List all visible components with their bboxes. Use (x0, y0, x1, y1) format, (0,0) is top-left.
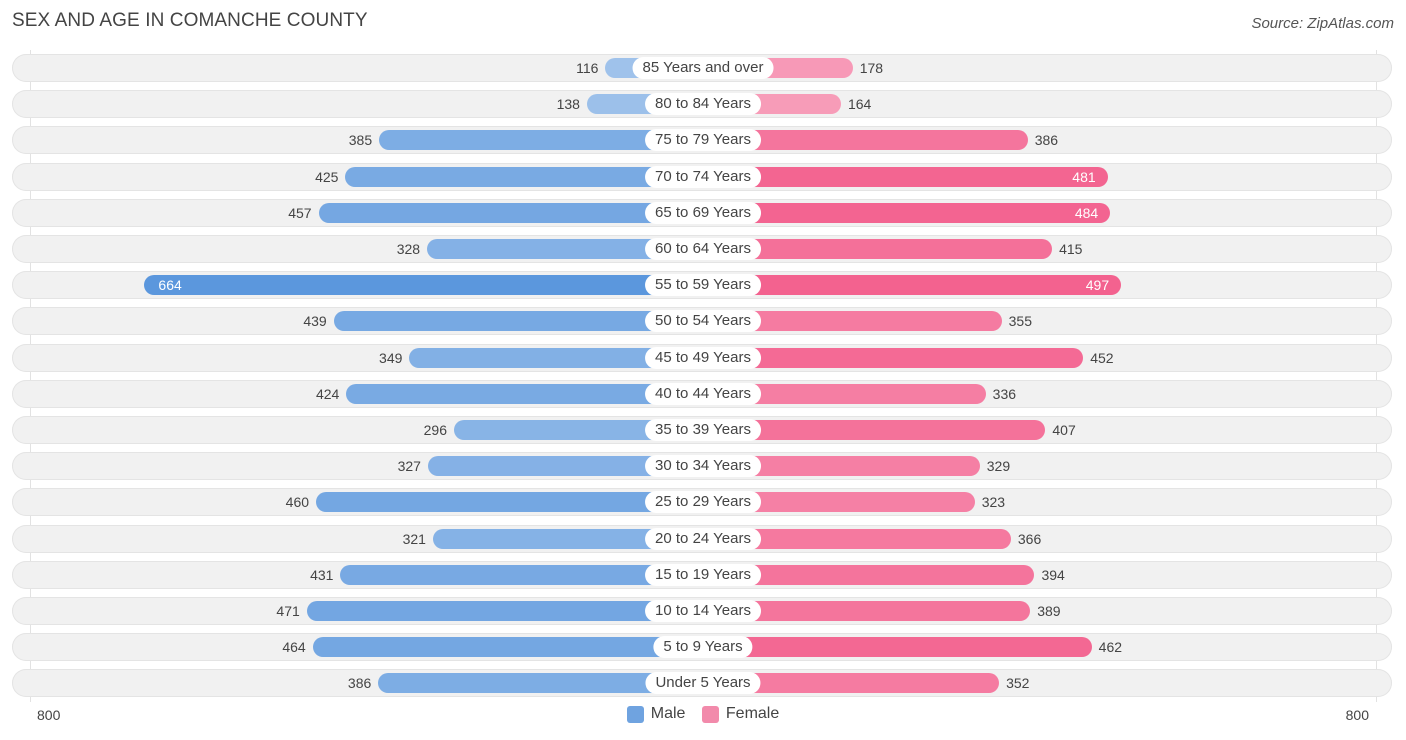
category-label: 85 Years and over (632, 57, 774, 79)
bar-female (703, 130, 1028, 151)
value-label-female: 462 (1098, 639, 1123, 656)
bar-male (340, 564, 703, 585)
value-label-female: 336 (992, 385, 1017, 402)
value-label-male: 349 (379, 349, 403, 366)
category-label: 60 to 64 Years (645, 238, 761, 260)
bar-female (703, 311, 1002, 332)
category-label: 70 to 74 Years (645, 165, 761, 188)
category-label: 20 to 24 Years (645, 527, 761, 550)
legend-swatch-male (626, 705, 644, 723)
bar-female (703, 166, 1108, 187)
bar-male (144, 275, 703, 296)
category-label: 25 to 29 Years (645, 491, 761, 514)
value-label-male: 424 (315, 385, 340, 402)
bar-male (346, 383, 703, 404)
legend-label-female: Female (725, 705, 780, 722)
bar-female (703, 383, 986, 404)
value-label-female: 389 (1037, 603, 1061, 619)
bar-female (703, 456, 980, 477)
legend-item-male: Male (626, 705, 686, 723)
value-label-male: 116 (576, 60, 599, 76)
value-label-female: 355 (1008, 313, 1032, 330)
bar-male (306, 601, 703, 621)
value-label-male: 327 (397, 458, 421, 475)
value-label-male: 457 (288, 204, 312, 221)
bar-male (318, 202, 703, 223)
axis-label-right: 800 (1345, 707, 1369, 723)
value-label-female: 407 (1052, 422, 1076, 438)
value-label-female: 497 (1085, 277, 1110, 294)
value-label-female: 386 (1034, 132, 1059, 149)
bar-female (703, 202, 1111, 223)
bar-male (453, 420, 703, 440)
chart-title: SEX AND AGE IN COMANCHE COUNTY (12, 10, 368, 31)
bar-male (427, 239, 703, 259)
legend-item-female: Female (701, 705, 780, 723)
value-label-male: 471 (276, 603, 300, 619)
gridline-right (1376, 50, 1377, 702)
value-label-male: 664 (158, 277, 182, 294)
chart-source: Source: ZipAtlas.com (1251, 15, 1394, 32)
category-label: 65 to 69 Years (645, 201, 761, 224)
value-label-female: 164 (847, 96, 872, 113)
value-label-male: 431 (310, 566, 334, 583)
bar-male (409, 347, 703, 368)
value-label-female: 484 (1074, 204, 1099, 221)
value-label-female: 366 (1017, 530, 1042, 547)
value-label-female: 394 (1041, 566, 1065, 583)
value-label-female: 415 (1059, 241, 1083, 257)
value-label-male: 138 (556, 96, 580, 113)
bar-male (432, 528, 703, 549)
value-label-male: 296 (423, 422, 447, 438)
bar-female (703, 637, 1092, 658)
category-label: 45 to 49 Years (645, 346, 761, 369)
bar-female (703, 601, 1031, 621)
gridline-left (30, 50, 31, 702)
bar-female (703, 492, 975, 513)
category-label: 15 to 19 Years (645, 563, 761, 586)
bar-male (378, 673, 703, 694)
category-label: 30 to 34 Years (645, 455, 761, 478)
value-label-female: 481 (1072, 168, 1096, 185)
bar-male (379, 130, 703, 151)
value-label-male: 439 (303, 313, 327, 330)
category-label: 75 to 79 Years (645, 129, 761, 152)
category-label: Under 5 Years (645, 672, 761, 695)
bar-male (316, 492, 703, 513)
value-label-female: 323 (981, 494, 1006, 511)
value-label-male: 386 (347, 675, 372, 692)
category-label: 10 to 14 Years (645, 600, 761, 622)
value-label-female: 352 (1006, 675, 1030, 692)
category-label: 80 to 84 Years (645, 93, 761, 116)
value-label-male: 321 (402, 530, 426, 547)
value-label-male: 385 (348, 132, 373, 149)
value-label-male: 460 (285, 494, 310, 511)
bar-female (703, 347, 1084, 368)
value-label-female: 178 (859, 60, 884, 76)
bar-male (333, 311, 703, 332)
legend-swatch-female (701, 705, 719, 723)
value-label-male: 328 (396, 241, 421, 257)
category-label: 35 to 39 Years (645, 419, 761, 441)
value-label-female: 452 (1090, 349, 1114, 366)
legend: Male Female (0, 705, 1406, 728)
axis-label-left: 800 (37, 707, 61, 723)
bar-male (427, 456, 703, 477)
legend-label-male: Male (650, 705, 686, 722)
category-label: 50 to 54 Years (645, 310, 761, 333)
bar-female (703, 564, 1035, 585)
bar-male (312, 637, 703, 658)
bar-female (703, 673, 1000, 694)
bar-male (345, 166, 703, 187)
bar-female (703, 239, 1053, 259)
value-label-female: 329 (986, 458, 1011, 475)
value-label-male: 464 (282, 639, 306, 656)
bar-female (703, 528, 1011, 549)
bar-female (703, 420, 1046, 440)
category-label: 5 to 9 Years (653, 636, 753, 659)
category-label: 55 to 59 Years (645, 274, 761, 297)
bar-female (703, 275, 1122, 296)
value-label-male: 425 (315, 168, 339, 185)
category-label: 40 to 44 Years (645, 382, 761, 405)
